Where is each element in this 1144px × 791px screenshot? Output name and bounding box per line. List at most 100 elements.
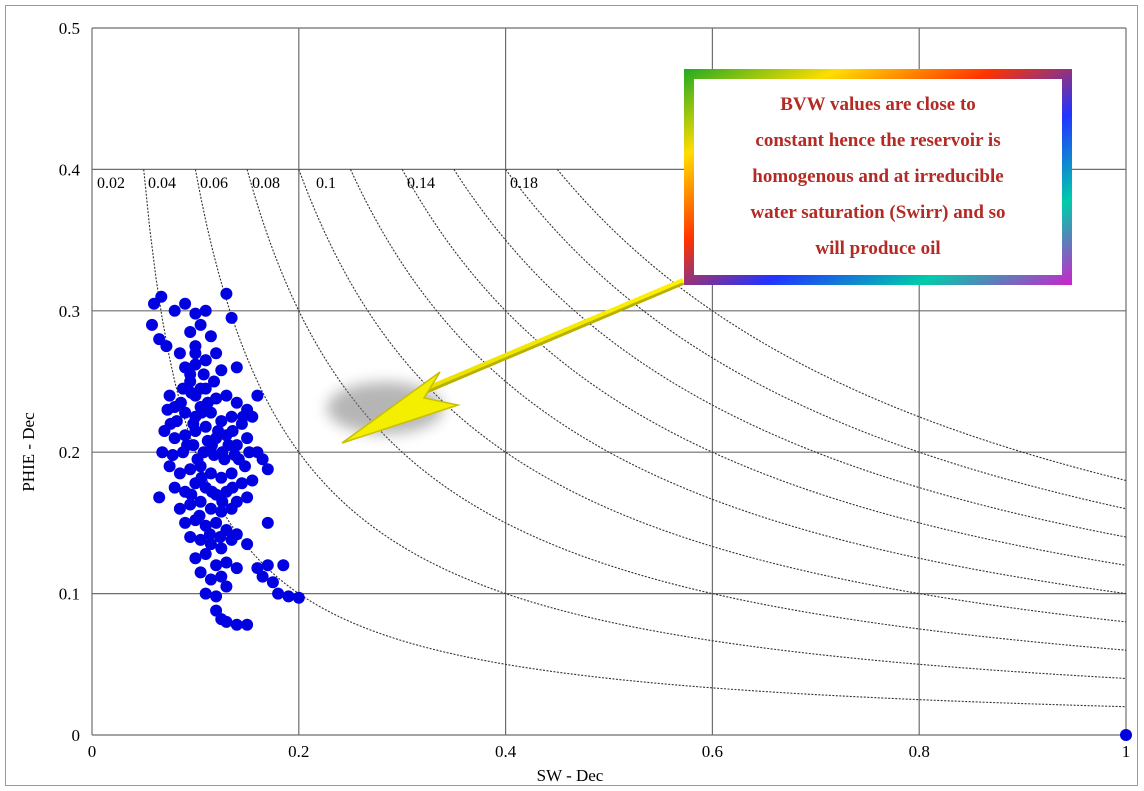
data-point [292, 591, 305, 604]
data-point [194, 533, 207, 546]
data-point [220, 556, 233, 569]
data-point [203, 528, 216, 541]
data-point [191, 453, 204, 466]
data-point [179, 429, 192, 442]
y-tick-label: 0.2 [59, 443, 80, 462]
bvw-curve-label: 0.02 [97, 175, 125, 192]
data-point [155, 290, 168, 303]
y-axis-label: PHIE - Dec [19, 412, 38, 492]
data-point [210, 559, 223, 572]
data-point [220, 287, 233, 300]
data-point [168, 481, 181, 494]
x-tick-label: 0.6 [702, 742, 723, 761]
data-point [179, 297, 192, 310]
data-point [184, 498, 197, 511]
data-point [184, 463, 197, 476]
x-tick-label: 0.4 [495, 742, 517, 761]
annotation-box: BVW values are close to constant hence th… [684, 69, 1072, 285]
x-axis-label: SW - Dec [537, 766, 604, 785]
data-point [164, 417, 177, 430]
data-point [277, 559, 290, 572]
data-point [241, 491, 254, 504]
data-point [199, 420, 212, 433]
y-tick-label: 0.3 [59, 302, 80, 321]
data-point [173, 347, 186, 360]
data-point [179, 406, 192, 419]
y-tick-label: 0.4 [59, 160, 81, 179]
data-point [194, 382, 207, 395]
bvw-curve-label: 0.08 [252, 175, 280, 192]
data-point [266, 576, 279, 589]
data-point [189, 358, 202, 371]
data-point [179, 516, 192, 529]
data-point [241, 432, 254, 445]
data-point [225, 410, 238, 423]
data-point [195, 406, 208, 419]
bvw-curve [556, 169, 1127, 482]
data-point [185, 488, 198, 501]
callout-arrow [327, 278, 685, 444]
data-point [226, 481, 239, 494]
data-point [261, 463, 274, 476]
data-point [156, 446, 169, 459]
data-point [246, 474, 259, 487]
tick-labels: 0 0.2 0.4 0.6 0.8 1 0 0.1 0.2 0.3 0.4 0.5 [59, 19, 1131, 761]
data-point [194, 495, 207, 508]
data-point [220, 580, 233, 593]
data-point [204, 538, 217, 551]
data-point [251, 389, 264, 402]
bvw-curve-label: 0.04 [148, 175, 176, 192]
data-point [220, 389, 233, 402]
bvw-curve-label: 0.18 [510, 175, 538, 192]
data-point [195, 471, 208, 484]
x-tick-label: 0.2 [288, 742, 309, 761]
annotation-line: water saturation (Swirr) and so [750, 202, 1005, 223]
data-point [204, 406, 217, 419]
bvw-curve [143, 169, 1127, 708]
annotation-line: constant hence the reservoir is [755, 130, 1000, 151]
data-point [205, 485, 218, 498]
bvw-curve [505, 169, 1127, 510]
data-point [204, 573, 217, 586]
data-point [184, 326, 197, 338]
bvw-curve [401, 169, 1127, 566]
data-point [163, 460, 176, 473]
data-point [189, 347, 202, 360]
data-point [153, 333, 166, 346]
data-point [256, 570, 269, 583]
data-point [199, 548, 212, 560]
data-point [210, 590, 223, 603]
data-point [225, 467, 238, 480]
data-point [174, 396, 187, 409]
data-point [261, 516, 274, 529]
data-point [230, 396, 243, 409]
bvw-curve [246, 169, 1127, 651]
data-point [166, 449, 179, 461]
data-point [220, 615, 233, 628]
data-point [215, 471, 228, 484]
x-tick-label: 1 [1122, 742, 1131, 761]
data-point [256, 453, 269, 466]
data-point [226, 425, 239, 437]
bvw-curves [143, 169, 1127, 708]
data-point [184, 368, 197, 381]
data-point [210, 516, 223, 529]
data-point [243, 446, 256, 459]
data-point [173, 502, 186, 515]
annotation-line: homogenous and at irreducible [752, 166, 1003, 187]
data-point [187, 417, 200, 430]
data-point [216, 495, 229, 508]
annotation-text: BVW values are close to constant hence th… [750, 94, 1005, 259]
data-point [237, 410, 249, 423]
data-point [189, 307, 202, 320]
data-point [199, 354, 212, 367]
data-point [230, 562, 243, 575]
bvw-curve [350, 169, 1127, 595]
data-point [212, 425, 225, 437]
data-point [282, 590, 295, 603]
data-point [241, 618, 254, 631]
bvw-curve-labels: 0.02 0.04 0.06 0.08 0.1 0.14 0.18 [97, 175, 538, 192]
data-point [272, 587, 285, 600]
data-point [232, 453, 245, 466]
